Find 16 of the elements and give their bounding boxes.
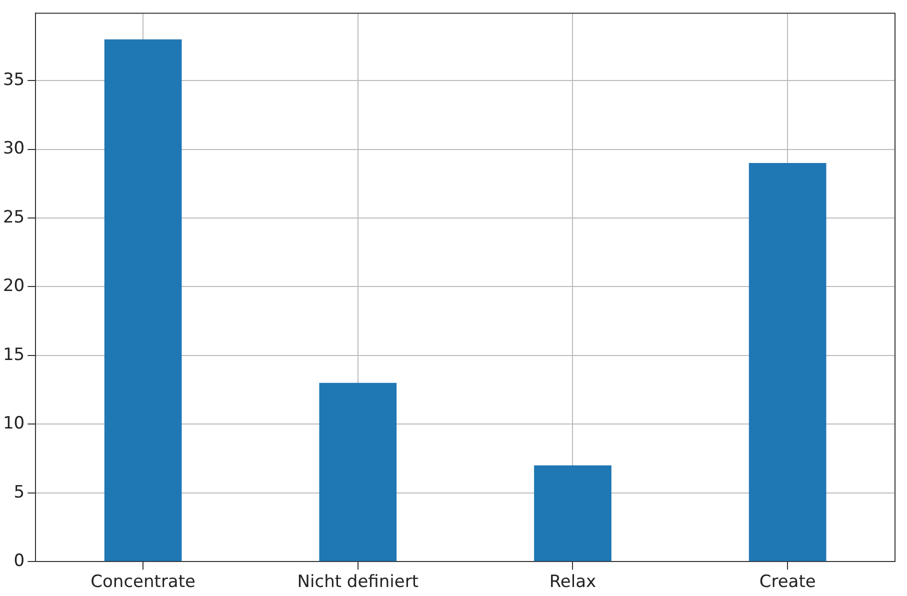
y-tick-label: 30 [2,138,25,159]
x-tick-label: Create [759,572,816,592]
x-tick-label: Concentrate [90,572,196,592]
y-tick-label: 5 [14,482,25,502]
bar [748,163,826,562]
y-tick-label: 25 [2,207,25,228]
bar [104,39,182,562]
bar [319,382,397,562]
x-tick-label: Nicht definiert [297,572,419,592]
x-tick-label: Relax [549,572,596,592]
bar [534,465,612,562]
y-tick-label: 35 [2,70,25,90]
y-tick-label: 10 [2,414,25,434]
y-tick-label: 15 [2,344,25,365]
y-tick-label: 0 [14,551,25,572]
y-tick-label: 20 [2,276,25,296]
